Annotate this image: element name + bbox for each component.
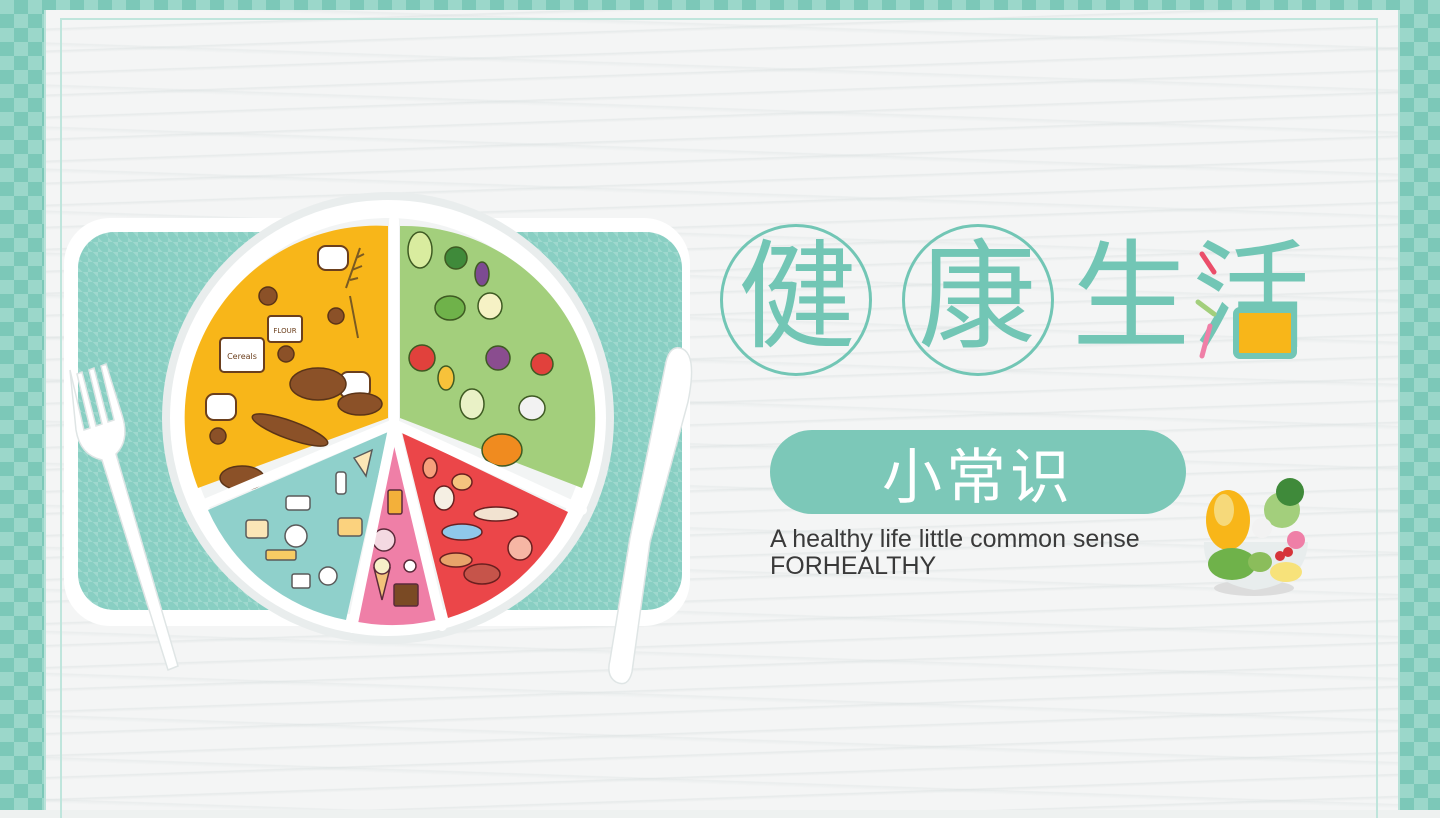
title-char-3: 生	[1072, 228, 1191, 366]
food-pyramid-plate: Cereals FLOUR	[162, 192, 614, 644]
english-line-1: A healthy life little common sense	[770, 525, 1140, 553]
wheat-icon	[345, 247, 365, 339]
fork-icon	[69, 363, 179, 671]
vegetable-icon	[407, 231, 554, 467]
flour-label: FLOUR	[273, 327, 296, 335]
inner-frame-line	[60, 18, 1378, 818]
english-line-2: FORHEALTHY	[770, 552, 937, 580]
cereals-label: Cereals	[227, 352, 257, 361]
cheese-icon	[245, 448, 374, 589]
subtitle-pill: 小常识	[770, 430, 1186, 514]
title-ring-2	[902, 224, 1054, 376]
candy-icon	[372, 489, 419, 607]
fish-icon	[422, 457, 533, 585]
english-tagline: A healthy life little common sense FORHE…	[770, 526, 1140, 580]
bread-icon	[205, 245, 371, 421]
main-title: 健 康 生 活	[716, 222, 1316, 392]
title-ring-1	[720, 224, 872, 376]
salad-icon	[1203, 478, 1308, 596]
title-char-2: 康	[918, 228, 1037, 366]
protein-segment	[402, 432, 568, 618]
knife-icon	[608, 347, 693, 685]
title-accent-shapes	[1195, 251, 1297, 359]
title-char-1: 健	[738, 228, 857, 366]
